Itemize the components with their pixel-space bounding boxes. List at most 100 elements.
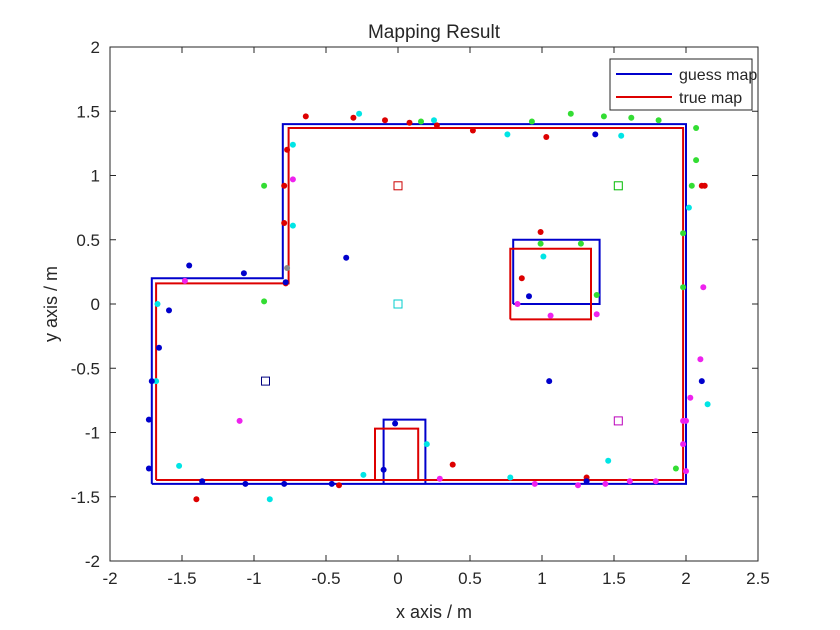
observation-point-20	[688, 182, 695, 189]
legend: guess map true map	[609, 58, 757, 111]
observation-point-76	[281, 182, 288, 189]
y-tick-label-3: -0.5	[71, 359, 100, 378]
observation-point-49	[380, 466, 387, 473]
observation-point-74	[289, 222, 296, 229]
y-tick-label-7: 1.5	[76, 102, 100, 121]
x-axis-label: x axis / m	[396, 602, 472, 622]
series-0-segment-0	[150, 123, 687, 485]
observation-point-38	[602, 480, 609, 487]
y-tick-label-8: 2	[91, 38, 100, 57]
observation-point-57	[199, 478, 206, 485]
observation-point-59	[176, 462, 183, 469]
observation-point-81	[343, 254, 350, 261]
observation-point-73	[284, 265, 291, 271]
observation-point-48	[392, 420, 399, 427]
observation-point-66	[154, 301, 161, 307]
observation-point-88	[593, 292, 600, 298]
observation-point-72	[282, 279, 289, 286]
series-0-segment-1	[512, 238, 601, 305]
observation-point-75	[281, 220, 288, 226]
legend-label-0: guess map	[679, 67, 757, 84]
observation-point-84	[577, 240, 584, 247]
legend-label-1: true map	[679, 90, 742, 107]
x-tick-label-4: 0	[393, 569, 402, 588]
observation-point-11	[543, 134, 550, 140]
y-axis-label: y axis / m	[41, 266, 61, 342]
observation-point-24	[680, 230, 687, 237]
observation-point-67	[181, 277, 188, 284]
observation-point-15	[618, 132, 625, 139]
observation-point-46	[436, 475, 443, 482]
observation-point-60	[145, 465, 152, 472]
observation-point-17	[655, 117, 662, 124]
landmark-marker-4	[613, 416, 623, 426]
landmark-marker-1	[613, 181, 623, 191]
observation-point-34	[683, 468, 689, 475]
observation-point-47	[423, 441, 430, 448]
observation-point-4	[406, 119, 413, 126]
observation-point-86	[518, 275, 525, 282]
chart-title: Mapping Result	[368, 22, 501, 43]
observation-point-22	[701, 182, 708, 189]
x-tick-label-9: 2.5	[746, 569, 770, 588]
observation-point-37	[626, 478, 633, 485]
y-tick-label-6: 1	[91, 167, 100, 186]
landmark-marker-2	[393, 299, 403, 309]
x-tick-label-1: -1.5	[167, 569, 196, 588]
observation-point-3	[382, 117, 388, 124]
observation-point-44	[507, 474, 514, 481]
observation-point-50	[360, 471, 367, 478]
observation-point-43	[531, 480, 538, 487]
observation-point-30	[687, 394, 694, 401]
points-layer	[145, 110, 711, 503]
observation-point-52	[328, 480, 335, 487]
observation-point-82	[537, 229, 544, 235]
observation-point-61	[145, 416, 152, 423]
observation-point-8	[469, 127, 476, 134]
observation-point-58	[193, 496, 200, 503]
x-tick-label-6: 1	[537, 569, 546, 588]
observation-point-87	[526, 293, 532, 300]
observation-point-25	[680, 284, 687, 291]
observation-point-33	[680, 441, 687, 448]
series-layer	[150, 123, 687, 485]
x-tick-label-0: -2	[102, 569, 117, 588]
series-1-segment-1	[509, 247, 592, 321]
x-tick-label-2: -1	[246, 569, 261, 588]
observation-point-78	[261, 182, 268, 189]
observation-point-65	[166, 307, 172, 314]
observation-point-80	[289, 141, 296, 148]
observation-point-83	[537, 240, 544, 247]
observation-point-7	[433, 122, 440, 129]
observation-point-79	[284, 146, 291, 153]
x-tick-label-7: 1.5	[602, 569, 626, 588]
observation-point-70	[261, 298, 268, 305]
y-tick-label-4: 0	[91, 295, 100, 314]
observation-point-27	[697, 356, 704, 363]
observation-point-54	[266, 496, 273, 503]
y-tick-label-1: -1.5	[71, 488, 100, 507]
observation-point-16	[628, 114, 635, 121]
observation-point-14	[600, 113, 607, 120]
observation-point-28	[698, 378, 705, 385]
x-tick-label-5: 0.5	[458, 569, 482, 588]
x-tick-label-3: -0.5	[311, 569, 340, 588]
observation-point-45	[449, 461, 456, 468]
observation-point-89	[514, 301, 521, 307]
observation-point-53	[281, 480, 288, 487]
observation-point-77	[289, 176, 296, 183]
observation-point-10	[528, 118, 535, 125]
observation-point-6	[431, 117, 437, 124]
observation-point-85	[540, 253, 547, 260]
landmark-marker-0	[393, 181, 403, 191]
observation-point-51	[336, 482, 342, 489]
observation-point-55	[242, 480, 249, 487]
observation-point-62	[153, 378, 160, 385]
observation-point-41	[583, 478, 590, 485]
plot-area	[110, 47, 758, 561]
observation-point-68	[186, 262, 193, 269]
observation-point-26	[700, 284, 707, 291]
observation-point-18	[693, 125, 700, 131]
observation-point-39	[605, 457, 612, 464]
